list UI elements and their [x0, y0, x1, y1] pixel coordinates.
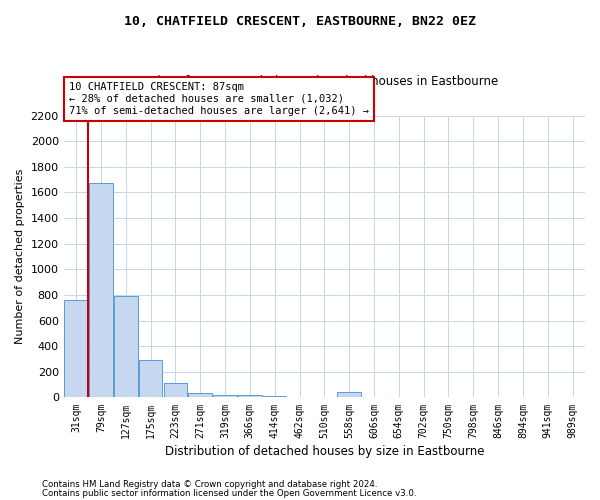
Text: Contains HM Land Registry data © Crown copyright and database right 2024.: Contains HM Land Registry data © Crown c… [42, 480, 377, 489]
Bar [238, 395, 262, 398]
Bar [188, 393, 212, 398]
Bar [139, 360, 163, 398]
Text: 10 CHATFIELD CRESCENT: 87sqm
← 28% of detached houses are smaller (1,032)
71% of: 10 CHATFIELD CRESCENT: 87sqm ← 28% of de… [69, 82, 369, 116]
Bar [337, 392, 361, 398]
X-axis label: Distribution of detached houses by size in Eastbourne: Distribution of detached houses by size … [164, 444, 484, 458]
Text: 10, CHATFIELD CRESCENT, EASTBOURNE, BN22 0EZ: 10, CHATFIELD CRESCENT, EASTBOURNE, BN22… [124, 15, 476, 28]
Title: Size of property relative to detached houses in Eastbourne: Size of property relative to detached ho… [150, 75, 499, 88]
Y-axis label: Number of detached properties: Number of detached properties [15, 169, 25, 344]
Bar [164, 384, 187, 398]
Bar [114, 296, 137, 398]
Text: Contains public sector information licensed under the Open Government Licence v3: Contains public sector information licen… [42, 490, 416, 498]
Bar [263, 396, 286, 398]
Bar [89, 184, 113, 398]
Bar [64, 300, 88, 398]
Bar [213, 394, 237, 398]
